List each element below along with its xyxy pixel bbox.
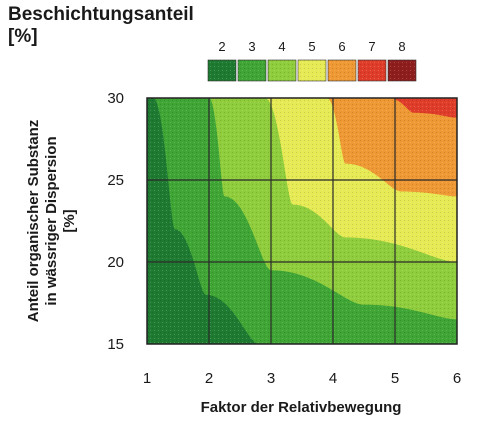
x-tick-label: 4 <box>329 370 337 387</box>
y-tick-label: 30 <box>107 90 124 107</box>
grid-lines <box>147 98 457 344</box>
x-tick-label: 3 <box>267 370 275 387</box>
y-axis-label: Anteil organischer Substanz in wässriger… <box>25 120 78 323</box>
x-tick-label: 1 <box>143 370 151 387</box>
plot-frame <box>146 97 458 345</box>
legend-label: 8 <box>398 39 405 54</box>
legend-swatch-texture <box>298 60 326 81</box>
legend-label: 2 <box>218 39 225 54</box>
x-tick-label: 6 <box>453 370 461 387</box>
chart-title: Beschichtungsanteil [%] <box>8 4 194 48</box>
legend-swatch-texture <box>328 60 356 81</box>
y-axis-label-line-2: in wässriger Dispersion <box>43 136 60 305</box>
legend-label: 5 <box>308 39 315 54</box>
legend-swatch-texture <box>208 60 236 81</box>
legend-swatch-texture <box>358 60 386 81</box>
plot-texture <box>147 98 457 344</box>
legend-label: 4 <box>278 39 285 54</box>
color-legend: 2 3 4 5 6 7 8 <box>207 39 417 82</box>
legend-swatch-texture <box>388 60 416 81</box>
chart-title-line-1: Beschichtungsanteil <box>8 4 194 25</box>
y-tick-label: 15 <box>107 336 124 353</box>
x-tick-label: 2 <box>205 370 213 387</box>
y-axis-ticks: 15 20 25 30 <box>107 90 124 353</box>
y-tick-label: 25 <box>107 172 124 189</box>
x-axis-label: Faktor der Relativbewegung <box>201 399 402 416</box>
x-axis-ticks: 1 2 3 4 5 6 <box>143 370 461 387</box>
y-axis-label-line-3: [%] <box>61 209 78 232</box>
legend-swatch-texture <box>268 60 296 81</box>
legend-swatch-texture <box>238 60 266 81</box>
legend-label: 6 <box>338 39 345 54</box>
chart-title-line-2: [%] <box>8 26 38 47</box>
x-tick-label: 5 <box>391 370 399 387</box>
y-axis-label-line-1: Anteil organischer Substanz <box>25 120 42 323</box>
legend-label: 3 <box>248 39 255 54</box>
y-tick-label: 20 <box>107 254 124 271</box>
legend-label: 7 <box>368 39 375 54</box>
